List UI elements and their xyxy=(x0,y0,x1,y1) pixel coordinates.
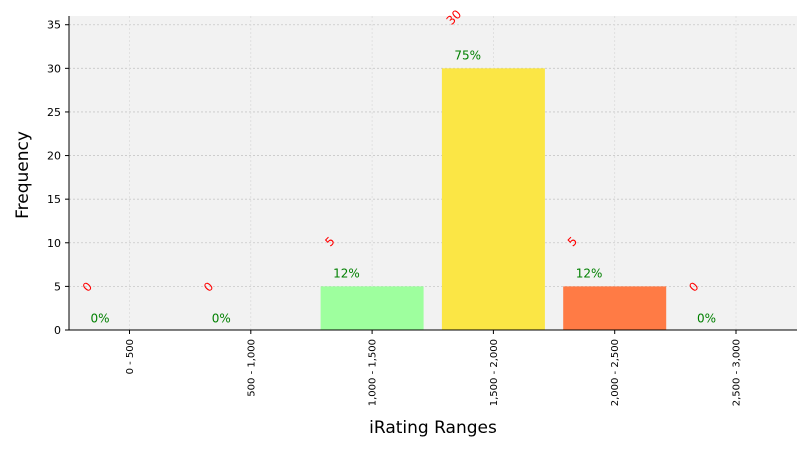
y-tick-label: 20 xyxy=(47,150,61,163)
bar xyxy=(320,286,424,330)
x-tick-label: 500 - 1,000 xyxy=(246,339,257,397)
bars xyxy=(320,68,667,330)
x-axis-title: iRating Ranges xyxy=(369,418,497,438)
percent-label: 0% xyxy=(697,312,716,326)
x-tick-label: 1,500 - 2,000 xyxy=(489,339,500,406)
y-tick-label: 5 xyxy=(54,280,61,293)
bar xyxy=(563,286,667,330)
y-tick-label: 10 xyxy=(47,237,61,250)
y-tick-label: 15 xyxy=(47,193,61,206)
y-axis-title: Frequency xyxy=(13,131,33,219)
x-tick-label: 0 - 500 xyxy=(125,339,136,374)
percent-label: 0% xyxy=(91,312,110,326)
grid-lines xyxy=(69,16,797,331)
y-tick-label: 35 xyxy=(47,19,61,32)
percent-label: 12% xyxy=(576,266,603,280)
y-tick-label: 30 xyxy=(47,62,61,75)
y-tick-label: 25 xyxy=(47,106,61,119)
x-tick-label: 1,000 - 1,500 xyxy=(368,339,379,406)
y-tick-label: 0 xyxy=(54,324,61,337)
percent-label: 0% xyxy=(212,312,231,326)
x-tick-label: 2,000 - 2,500 xyxy=(610,339,621,406)
bar xyxy=(441,68,545,330)
percent-label: 12% xyxy=(333,266,360,280)
x-tick-label: 2,500 - 3,000 xyxy=(732,339,743,406)
percent-label: 75% xyxy=(454,48,481,62)
axes: 0 5 10 15 20 25 30 35 0 - 500 500 - 1,000 1,000 - … xyxy=(47,16,797,406)
